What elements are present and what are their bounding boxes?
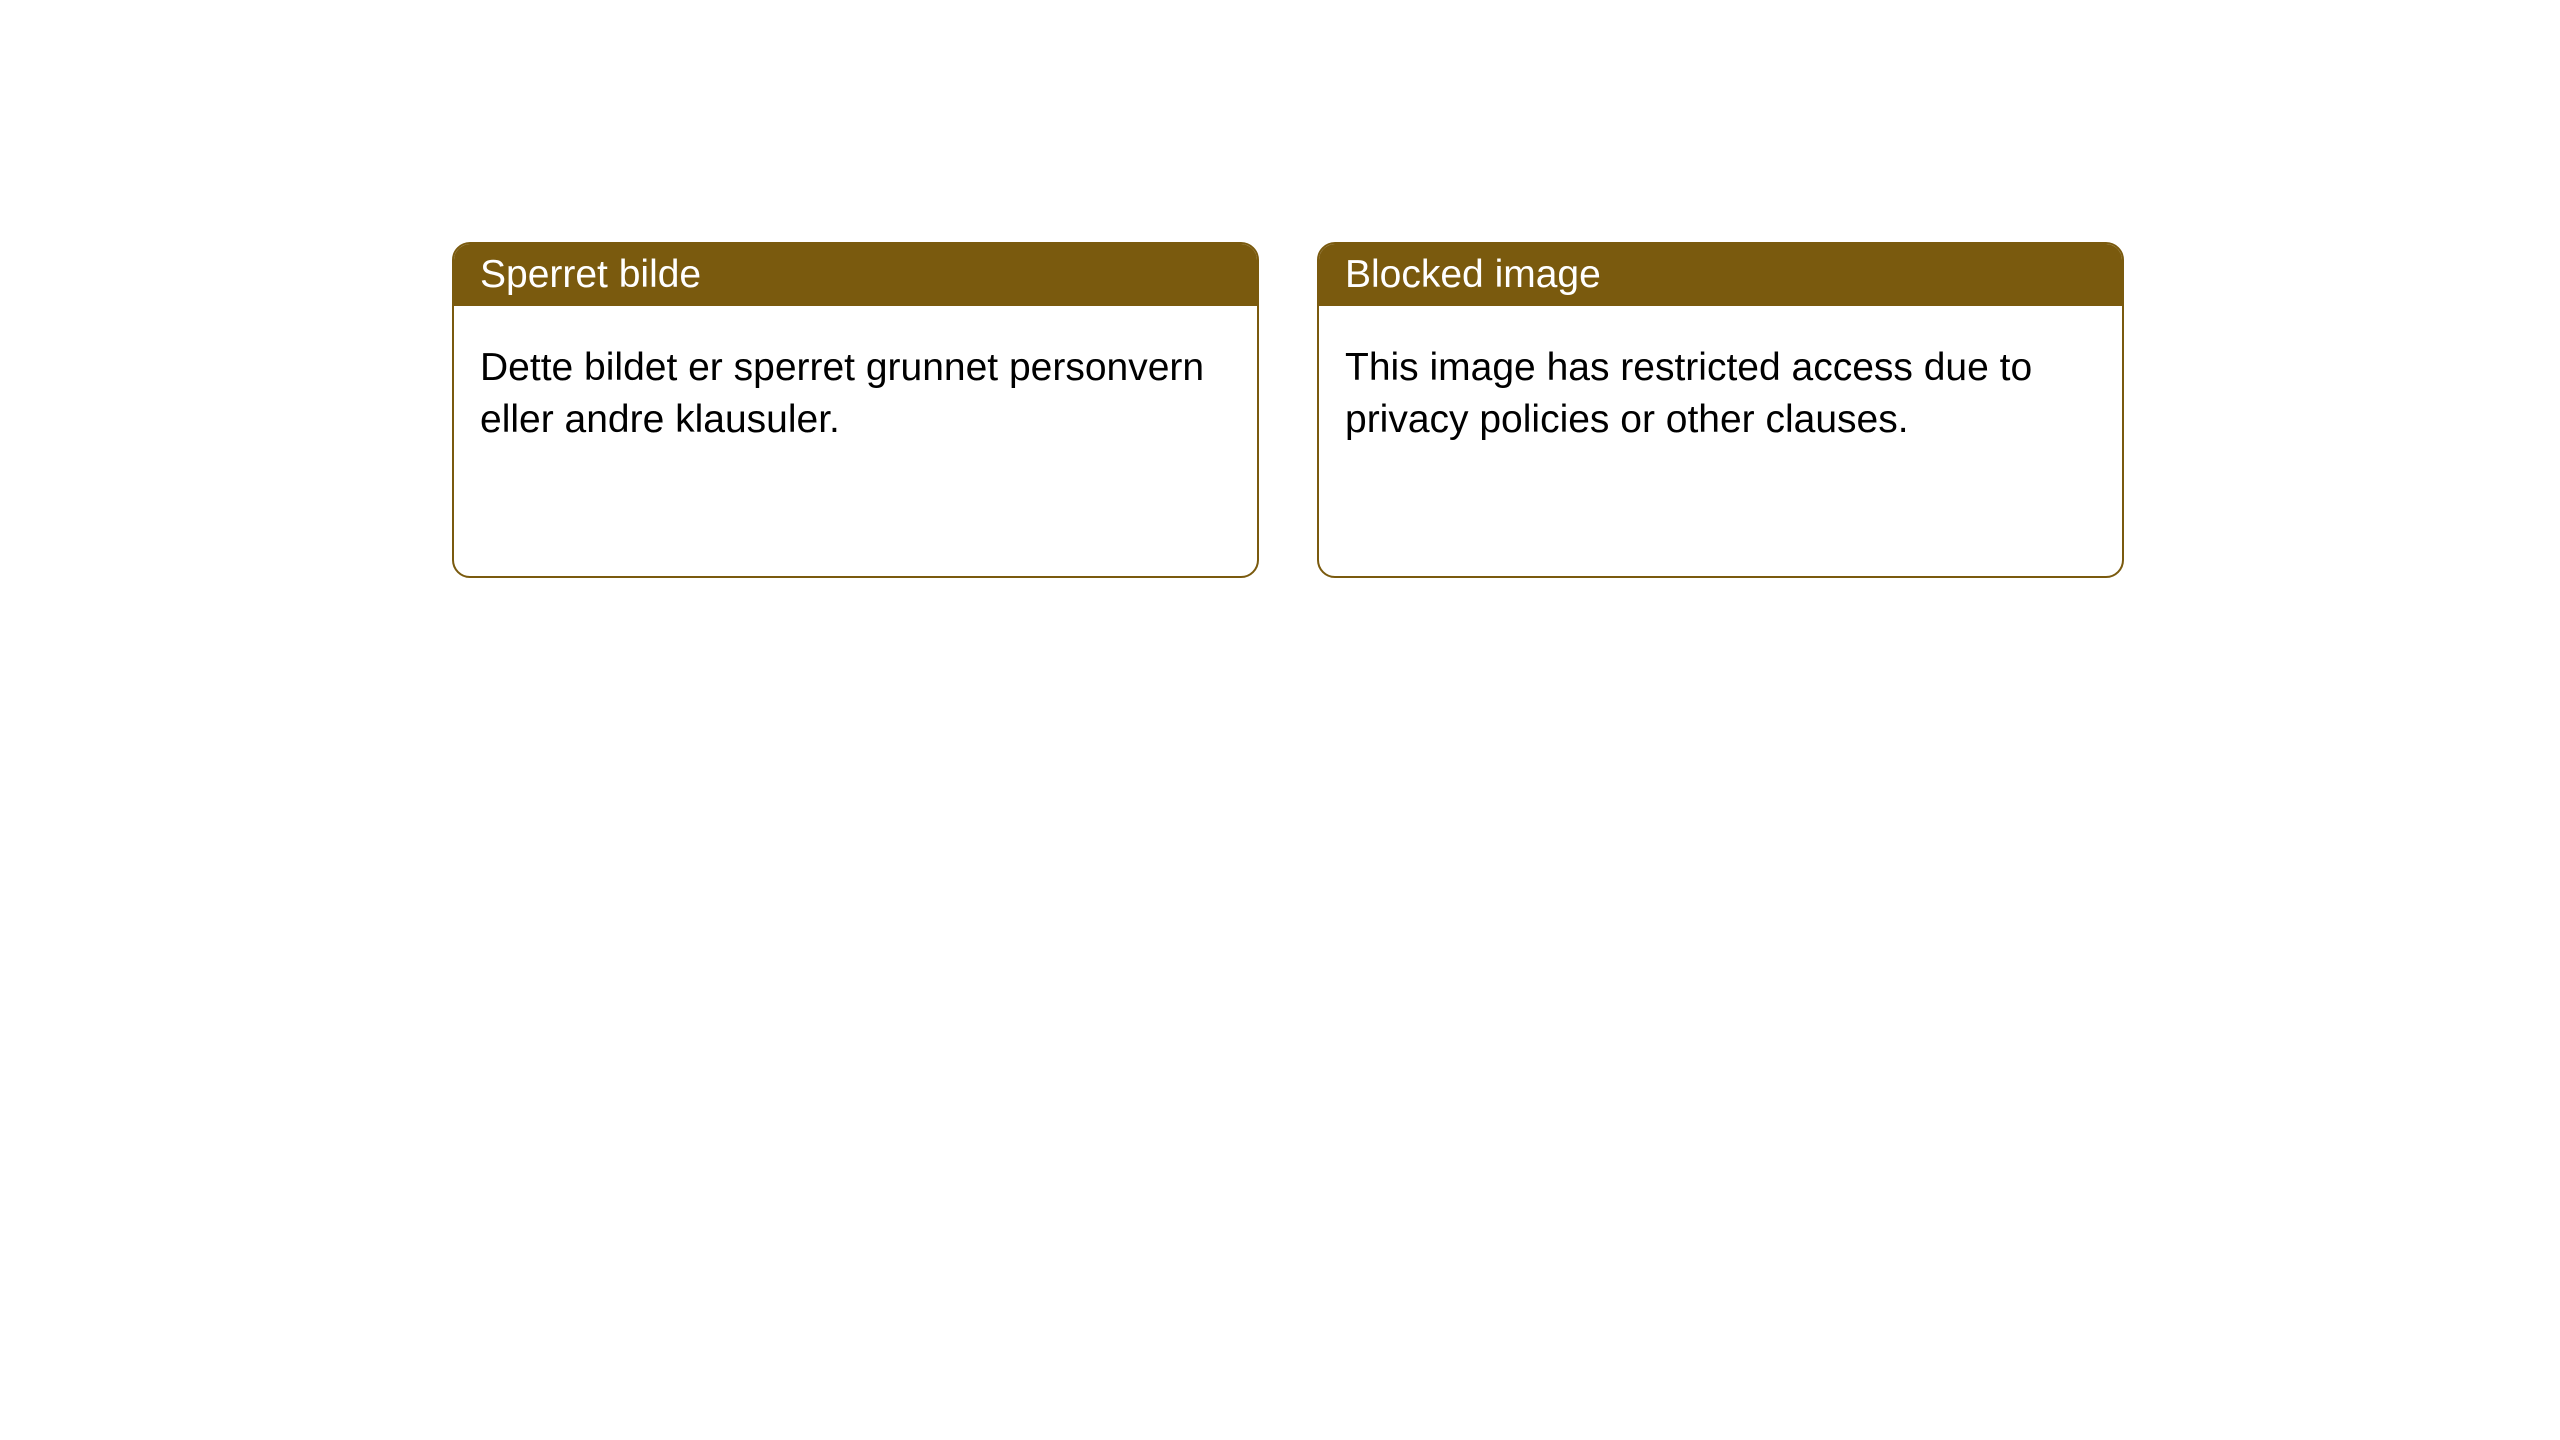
card-body-text-no: Dette bildet er sperret grunnet personve…	[480, 346, 1204, 441]
blocked-image-card-no: Sperret bilde Dette bildet er sperret gr…	[452, 242, 1259, 578]
card-body-text-en: This image has restricted access due to …	[1345, 346, 2032, 441]
blocked-image-card-en: Blocked image This image has restricted …	[1317, 242, 2124, 578]
card-title-en: Blocked image	[1345, 253, 1601, 297]
card-header-en: Blocked image	[1319, 244, 2122, 306]
card-title-no: Sperret bilde	[480, 253, 701, 297]
card-body-en: This image has restricted access due to …	[1319, 306, 2122, 482]
card-body-no: Dette bildet er sperret grunnet personve…	[454, 306, 1257, 482]
cards-container: Sperret bilde Dette bildet er sperret gr…	[0, 0, 2560, 578]
card-header-no: Sperret bilde	[454, 244, 1257, 306]
